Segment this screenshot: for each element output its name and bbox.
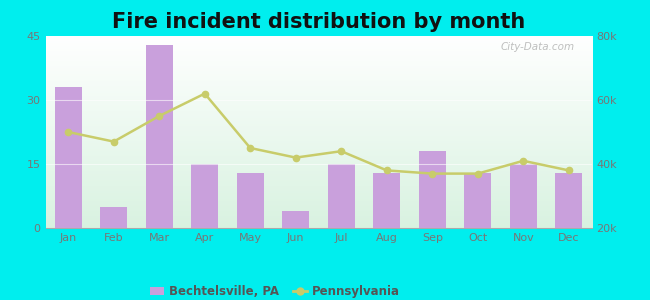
Bar	[282, 211, 309, 228]
Bar	[373, 172, 400, 228]
Bar	[237, 172, 264, 228]
Legend: Bechtelsville, PA, Pennsylvania: Bechtelsville, PA, Pennsylvania	[145, 280, 404, 300]
Title: Fire incident distribution by month: Fire incident distribution by month	[112, 12, 525, 32]
Bar	[146, 44, 173, 228]
Bar	[191, 164, 218, 228]
Bar	[419, 151, 446, 228]
Bar	[55, 87, 82, 228]
Bar	[464, 172, 491, 228]
Bar	[100, 207, 127, 228]
Bar	[328, 164, 355, 228]
Bar	[555, 172, 582, 228]
Bar	[510, 164, 537, 228]
Text: City-Data.com: City-Data.com	[501, 42, 575, 52]
